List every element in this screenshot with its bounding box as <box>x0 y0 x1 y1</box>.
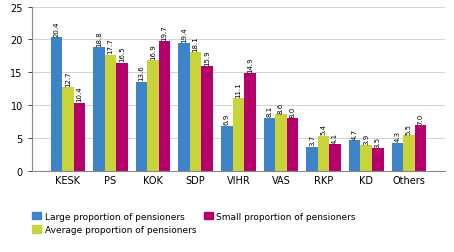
Text: 4.7: 4.7 <box>352 128 358 139</box>
Text: 8.0: 8.0 <box>290 106 296 118</box>
Bar <box>275 115 287 171</box>
Bar <box>93 48 105 171</box>
Bar <box>62 88 74 171</box>
Legend: Large proportion of pensioners, Average proportion of pensioners, Small proporti: Large proportion of pensioners, Average … <box>32 212 355 234</box>
Bar <box>202 67 213 171</box>
Bar <box>264 118 275 171</box>
Text: 7.0: 7.0 <box>417 113 424 124</box>
Bar <box>329 144 341 171</box>
Bar <box>403 135 415 171</box>
Text: 3.5: 3.5 <box>375 136 381 147</box>
Bar <box>190 53 202 171</box>
Bar <box>232 99 244 171</box>
Bar <box>244 74 256 171</box>
Text: 4.1: 4.1 <box>332 132 338 143</box>
Bar <box>74 103 85 171</box>
Text: 15.9: 15.9 <box>204 50 210 66</box>
Text: 19.4: 19.4 <box>181 27 187 43</box>
Bar <box>50 38 62 171</box>
Bar <box>372 148 384 171</box>
Text: 18.8: 18.8 <box>96 31 102 47</box>
Bar <box>221 126 232 171</box>
Bar <box>148 61 159 171</box>
Bar <box>415 125 426 171</box>
Text: 19.7: 19.7 <box>162 25 168 41</box>
Text: 3.9: 3.9 <box>363 133 369 144</box>
Text: 8.6: 8.6 <box>278 103 284 114</box>
Text: 6.9: 6.9 <box>224 114 230 125</box>
Text: 11.1: 11.1 <box>235 82 242 97</box>
Text: 13.6: 13.6 <box>138 65 144 81</box>
Bar <box>306 147 318 171</box>
Bar <box>136 82 148 171</box>
Bar <box>349 141 360 171</box>
Text: 18.1: 18.1 <box>192 36 199 51</box>
Text: 16.5: 16.5 <box>119 46 125 62</box>
Text: 5.5: 5.5 <box>406 123 412 134</box>
Text: 5.4: 5.4 <box>321 124 326 135</box>
Text: 16.9: 16.9 <box>150 44 156 59</box>
Bar <box>116 63 128 171</box>
Bar <box>318 136 329 171</box>
Bar <box>392 143 403 171</box>
Text: 14.9: 14.9 <box>247 57 253 72</box>
Text: 20.4: 20.4 <box>53 21 59 36</box>
Bar <box>287 119 298 171</box>
Bar <box>159 42 170 171</box>
Text: 3.7: 3.7 <box>309 135 315 146</box>
Bar <box>105 55 116 171</box>
Text: 17.7: 17.7 <box>108 38 114 54</box>
Text: 10.4: 10.4 <box>76 86 82 102</box>
Text: 8.1: 8.1 <box>266 106 272 117</box>
Text: 12.7: 12.7 <box>65 71 71 87</box>
Bar <box>360 146 372 171</box>
Text: 4.3: 4.3 <box>395 131 400 142</box>
Bar <box>178 44 190 171</box>
